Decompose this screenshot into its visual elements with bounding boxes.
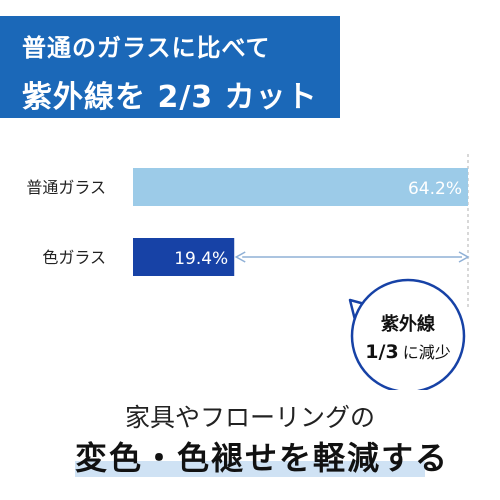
- bar-tinted-glass: [133, 238, 235, 276]
- bar-normal-glass: [133, 168, 468, 206]
- annotation-line2: 1/3 に減少: [365, 341, 450, 363]
- category-label-normal-glass: 普通ガラス: [26, 178, 106, 197]
- headline-banner: 普通のガラスに比べて 紫外線を 2/3 カット: [0, 16, 340, 118]
- annotation-line1: 紫外線: [381, 313, 435, 335]
- highlight-marker: [75, 461, 425, 477]
- comparison-arrow-head-left: [234, 251, 246, 263]
- headline-line1: 普通のガラスに比べて: [22, 34, 271, 62]
- headline-line2: 紫外線を 2/3 カット: [22, 80, 318, 115]
- annotation-bubble: [350, 278, 466, 390]
- category-label-tinted-glass: 色ガラス: [42, 248, 106, 267]
- annotation-bubble-tail-join: [357, 308, 378, 329]
- bottom-caption-line1: 家具やフローリングの: [124, 403, 375, 432]
- bottom-caption-text: 変色・色褪せを軽減する: [75, 439, 450, 477]
- value-label-tinted-glass: 19.4%: [174, 249, 228, 269]
- bottom-caption-line2: 変色・色褪せを軽減する: [75, 433, 450, 477]
- comparison-arrow-head-right: [458, 251, 470, 263]
- value-label-normal-glass: 64.2%: [408, 179, 462, 199]
- uv-comparison-chart: 普通ガラス 64.2% 色ガラス 19.4% 紫外線 1/3 に減少: [26, 154, 470, 390]
